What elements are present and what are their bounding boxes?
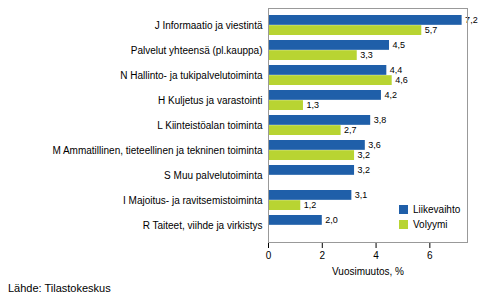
svg-text:4: 4 <box>373 250 379 261</box>
svg-text:3,8: 3,8 <box>374 115 387 125</box>
svg-text:1,3: 1,3 <box>306 100 319 110</box>
svg-text:0: 0 <box>266 250 272 261</box>
svg-text:5,7: 5,7 <box>425 25 438 35</box>
html-text:Volyymi: Volyymi <box>413 219 448 230</box>
svg-text:Palvelut yhteensä (pl.kauppa): Palvelut yhteensä (pl.kauppa) <box>131 45 263 56</box>
svg-text:4,4: 4,4 <box>390 65 403 75</box>
svg-text:1,2: 1,2 <box>304 200 317 210</box>
svg-text:S Muu palvelutoiminta: S Muu palvelutoiminta <box>164 170 263 181</box>
svg-text:7,2: 7,2 <box>465 15 478 25</box>
svg-text:4,2: 4,2 <box>384 90 397 100</box>
html-text:Lähde: Tilastokeskus: Lähde: Tilastokeskus <box>8 282 111 294</box>
html-text:Liikevaihto: Liikevaihto <box>413 204 461 215</box>
svg-text:N Hallinto- ja tukipalvelutoim: N Hallinto- ja tukipalvelutoiminta <box>120 70 263 81</box>
svg-text:6: 6 <box>427 250 433 261</box>
svg-text:3,2: 3,2 <box>358 165 371 175</box>
svg-text:R Taiteet, viihde ja virkistys: R Taiteet, viihde ja virkistys <box>143 220 263 231</box>
svg-text:4,5: 4,5 <box>393 40 406 50</box>
svg-text:J Informaatio ja viestintä: J Informaatio ja viestintä <box>155 20 263 31</box>
svg-text:3,3: 3,3 <box>360 50 373 60</box>
svg-text:H Kuljetus ja varastointi: H Kuljetus ja varastointi <box>158 95 263 106</box>
svg-text:3,1: 3,1 <box>355 190 368 200</box>
svg-text:2,7: 2,7 <box>344 125 357 135</box>
svg-text:2,0: 2,0 <box>325 215 338 225</box>
svg-text:3,2: 3,2 <box>358 150 371 160</box>
svg-text:2: 2 <box>320 250 326 261</box>
svg-text:M Ammatillinen, tieteellinen j: M Ammatillinen, tieteellinen ja tekninen… <box>52 145 263 156</box>
svg-text:4,6: 4,6 <box>395 75 408 85</box>
svg-text:Vuosimuutos, %: Vuosimuutos, % <box>332 266 404 277</box>
svg-text:I Majoitus- ja ravitsemistoimi: I Majoitus- ja ravitsemistoiminta <box>123 195 263 206</box>
svg-text:L Kiinteistöalan toiminta: L Kiinteistöalan toiminta <box>157 120 263 131</box>
svg-text:3,6: 3,6 <box>368 140 381 150</box>
